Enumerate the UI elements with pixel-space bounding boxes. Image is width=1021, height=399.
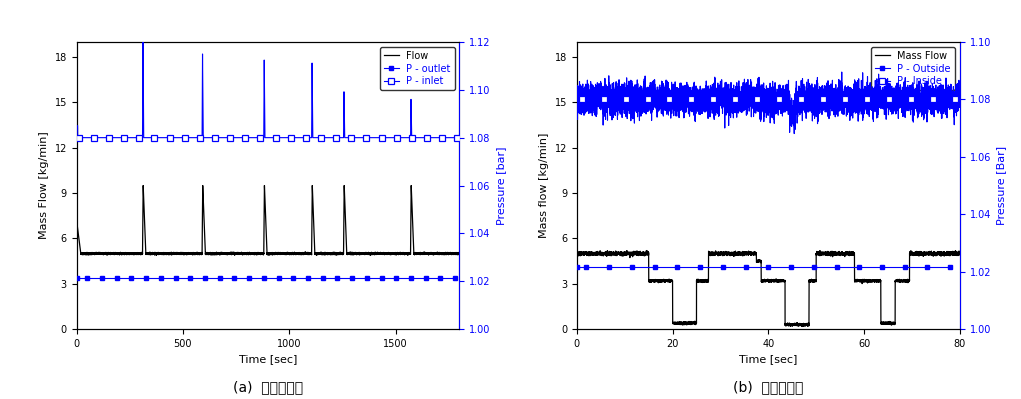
Legend: Flow, P - outlet, P - inlet: Flow, P - outlet, P - inlet — [380, 47, 454, 90]
X-axis label: Time [sec]: Time [sec] — [739, 354, 797, 364]
Y-axis label: Pressure [Bar]: Pressure [Bar] — [996, 146, 1007, 225]
X-axis label: Time [sec]: Time [sec] — [239, 354, 297, 364]
Legend: Mass Flow, P - Outside, P - Inside: Mass Flow, P - Outside, P - Inside — [871, 47, 955, 90]
Y-axis label: Mass flow [kg/min]: Mass flow [kg/min] — [539, 133, 549, 238]
Y-axis label: Mass Flow [kg/min]: Mass Flow [kg/min] — [39, 132, 49, 239]
Y-axis label: Pressure [bar]: Pressure [bar] — [496, 146, 506, 225]
Text: (b)  하강구동시: (b) 하강구동시 — [733, 380, 804, 394]
Text: (a)  상승구동시: (a) 상승구동시 — [233, 380, 303, 394]
